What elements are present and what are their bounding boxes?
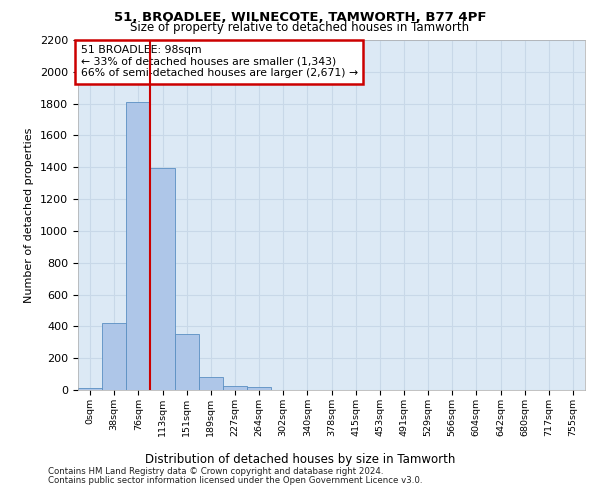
Text: Size of property relative to detached houses in Tamworth: Size of property relative to detached ho… [130, 21, 470, 34]
Text: Contains HM Land Registry data © Crown copyright and database right 2024.: Contains HM Land Registry data © Crown c… [48, 467, 383, 476]
Text: Contains public sector information licensed under the Open Government Licence v3: Contains public sector information licen… [48, 476, 422, 485]
Bar [223, 386, 247, 390]
Bar [78, 388, 102, 390]
Y-axis label: Number of detached properties: Number of detached properties [25, 128, 34, 302]
Text: 51, BROADLEE, WILNECOTE, TAMWORTH, B77 4PF: 51, BROADLEE, WILNECOTE, TAMWORTH, B77 4… [114, 11, 486, 24]
Bar [175, 334, 199, 390]
Bar [199, 378, 223, 390]
Text: Distribution of detached houses by size in Tamworth: Distribution of detached houses by size … [145, 453, 455, 466]
Bar [151, 168, 175, 390]
Bar [102, 323, 126, 390]
Bar [247, 387, 271, 390]
Text: 51 BROADLEE: 98sqm
← 33% of detached houses are smaller (1,343)
66% of semi-deta: 51 BROADLEE: 98sqm ← 33% of detached hou… [80, 46, 358, 78]
Bar [126, 102, 151, 390]
